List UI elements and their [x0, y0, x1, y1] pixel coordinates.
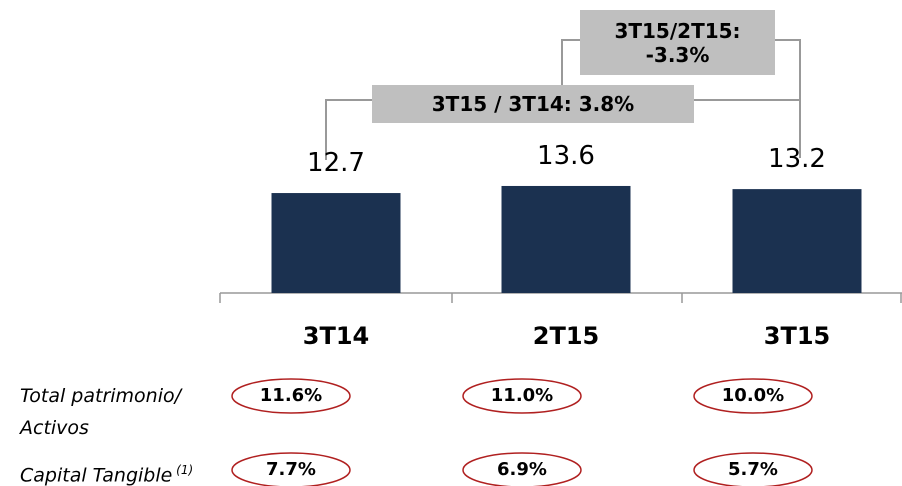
ratio-oval — [693, 452, 813, 486]
ratio-value: 5.7% — [728, 459, 778, 480]
x-tick-label: 3T14 — [302, 322, 370, 350]
ratio-value: 11.0% — [490, 385, 554, 406]
bar — [732, 189, 862, 293]
footnote-ref: (1) — [172, 463, 194, 477]
ratio-value: 7.7% — [266, 459, 316, 480]
connector — [325, 99, 372, 160]
bar — [271, 193, 401, 293]
bar — [501, 185, 631, 293]
annotation-box: 3T15 / 3T14: 3.8% — [372, 85, 694, 123]
value-label: 12.7 — [307, 148, 365, 179]
value-label: 13.6 — [537, 140, 595, 171]
connector — [561, 39, 580, 85]
connector — [775, 39, 801, 100]
ratio-value: 10.0% — [721, 385, 785, 406]
row-label: Total patrimonio/ Activos — [20, 385, 182, 439]
ratio-oval — [462, 452, 582, 486]
row-label: Capital Tangible (1) — [20, 463, 194, 486]
x-tick-label: 3T15 — [763, 322, 831, 350]
ratio-value: 11.6% — [259, 385, 323, 406]
value-label: 13.2 — [768, 144, 826, 175]
annotation-box: 3T15/2T15: -3.3% — [580, 10, 775, 75]
ratio-value: 6.9% — [497, 459, 547, 480]
ratio-oval — [231, 378, 351, 414]
ratio-oval — [693, 378, 813, 414]
ratio-oval — [231, 452, 351, 486]
ratio-oval — [462, 378, 582, 414]
x-tick-label: 2T15 — [532, 322, 600, 350]
